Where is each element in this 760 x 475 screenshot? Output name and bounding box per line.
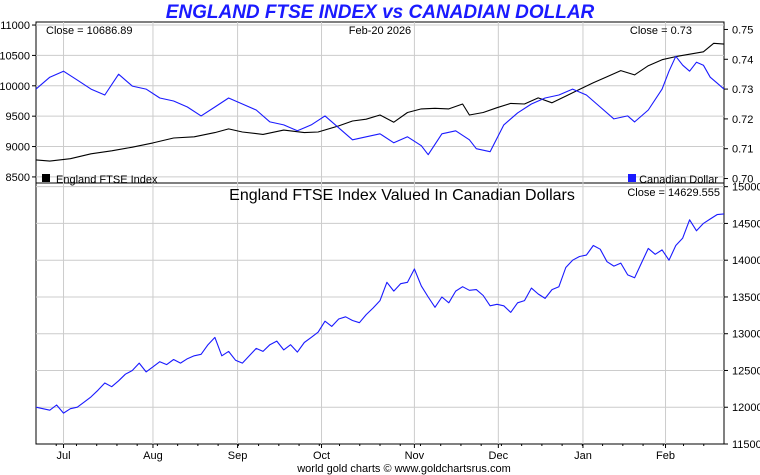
right-tick-label: 11500 <box>732 439 760 451</box>
x-tick-label: Sep <box>228 450 248 462</box>
x-tick-label: Aug <box>143 450 163 462</box>
ftse-close-label: Close = 10686.89 <box>46 25 133 37</box>
bottom-panel-gridlines <box>36 183 724 444</box>
combined-close-label: Close = 14629.555 <box>627 187 720 199</box>
left-tick-label: 10000 <box>0 81 30 93</box>
left-tick-label: 9500 <box>6 111 30 123</box>
right-tick-label: 0.71 <box>732 144 753 156</box>
right-tick-label: 14000 <box>732 255 760 267</box>
left-tick-label: 9000 <box>6 142 30 154</box>
canadian-dollar-line <box>35 55 725 156</box>
right-tick-label: 14500 <box>732 218 760 230</box>
chart-title: ENGLAND FTSE INDEX vs CANADIAN DOLLAR <box>165 2 595 23</box>
top-panel-gridlines <box>36 22 724 183</box>
left-tick-label: 8500 <box>6 172 30 184</box>
left-tick-label: 10500 <box>0 50 30 62</box>
series-layer <box>35 42 725 414</box>
legend-swatch-cad <box>628 174 636 182</box>
ftse-in-cad-line <box>35 213 725 414</box>
right-tick-label: 15000 <box>732 182 760 194</box>
legend-label-cad: Canadian Dollar <box>639 174 718 186</box>
date-label: Feb-20 2026 <box>349 25 411 37</box>
x-tick-label: Feb <box>656 450 675 462</box>
cad-close-label: Close = 0.73 <box>630 25 692 37</box>
x-tick-label: Dec <box>489 450 509 462</box>
bottom-right-axis: 15000 14500 14000 13500 13000 12500 12000 11500 <box>724 182 760 451</box>
x-tick-label: Nov <box>405 450 425 462</box>
legend-label-ftse: England FTSE Index <box>56 174 158 186</box>
footer-credit: world gold charts © www.goldchartsrus.co… <box>296 463 511 475</box>
bottom-panel-frame <box>35 182 725 445</box>
x-tick-label: Jan <box>574 450 592 462</box>
right-tick-label: 12500 <box>732 365 760 377</box>
top-right-axis: 0.75 0.74 0.73 0.72 0.71 0.70 <box>724 24 753 186</box>
combined-chart-title: England FTSE Index Valued In Canadian Do… <box>229 187 575 204</box>
legend-swatch-ftse <box>42 174 50 182</box>
right-tick-label: 12000 <box>732 402 760 414</box>
top-left-axis: 11000 10500 10000 9500 9000 8500 <box>0 20 36 184</box>
right-tick-label: 0.75 <box>732 24 753 36</box>
right-tick-label: 0.72 <box>732 114 753 126</box>
x-axis: Jul Aug Sep Oct Nov Dec Jan Feb <box>55 444 705 462</box>
right-tick-label: 0.70 <box>732 174 753 186</box>
left-tick-label: 11000 <box>0 20 30 32</box>
x-tick-label: Oct <box>313 450 330 462</box>
right-tick-label: 0.73 <box>732 84 753 96</box>
x-tick-label: Jul <box>56 450 70 462</box>
ftse-index-line <box>35 42 725 162</box>
right-tick-label: 0.74 <box>732 54 753 66</box>
right-tick-label: 13500 <box>732 292 760 304</box>
top-panel-frame <box>35 21 725 184</box>
right-tick-label: 13000 <box>732 329 760 341</box>
